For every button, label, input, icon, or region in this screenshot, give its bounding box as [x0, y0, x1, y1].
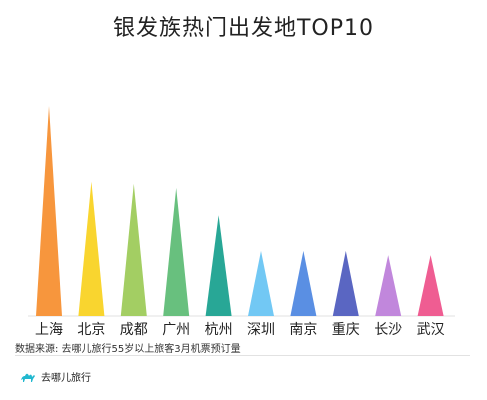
- footer-divider: [15, 355, 470, 356]
- x-tick-label: 广州: [162, 322, 190, 338]
- x-tick-label: 杭州: [205, 322, 233, 338]
- bar-3: [120, 183, 147, 316]
- brand-name: 去哪儿旅行: [41, 373, 91, 384]
- camel-logo-icon: [21, 373, 35, 382]
- bar-2: [78, 181, 105, 316]
- x-tick-label: 北京: [77, 322, 105, 338]
- bar-10: [417, 255, 444, 316]
- x-tick-label: 成都: [120, 322, 148, 338]
- chart-title: 银发族热门出发地TOP10: [112, 16, 375, 41]
- x-tick-label: 武汉: [417, 322, 445, 338]
- bar-9: [375, 255, 402, 316]
- bar-5: [205, 215, 232, 316]
- x-tick-label: 长沙: [374, 322, 402, 338]
- bar-8: [332, 250, 359, 316]
- brand-footer: 去哪儿旅行: [20, 369, 91, 384]
- bar-4: [163, 187, 190, 316]
- bar-7: [290, 250, 317, 316]
- bar-1: [36, 106, 62, 316]
- data-source-note: 数据来源: 去哪儿旅行55岁以上旅客3月机票预订量: [15, 344, 241, 355]
- bar-6: [248, 250, 274, 316]
- x-tick-label: 深圳: [247, 322, 275, 338]
- x-tick-label: 重庆: [332, 322, 360, 338]
- x-tick-label: 南京: [289, 322, 317, 338]
- x-tick-label: 上海: [35, 322, 63, 338]
